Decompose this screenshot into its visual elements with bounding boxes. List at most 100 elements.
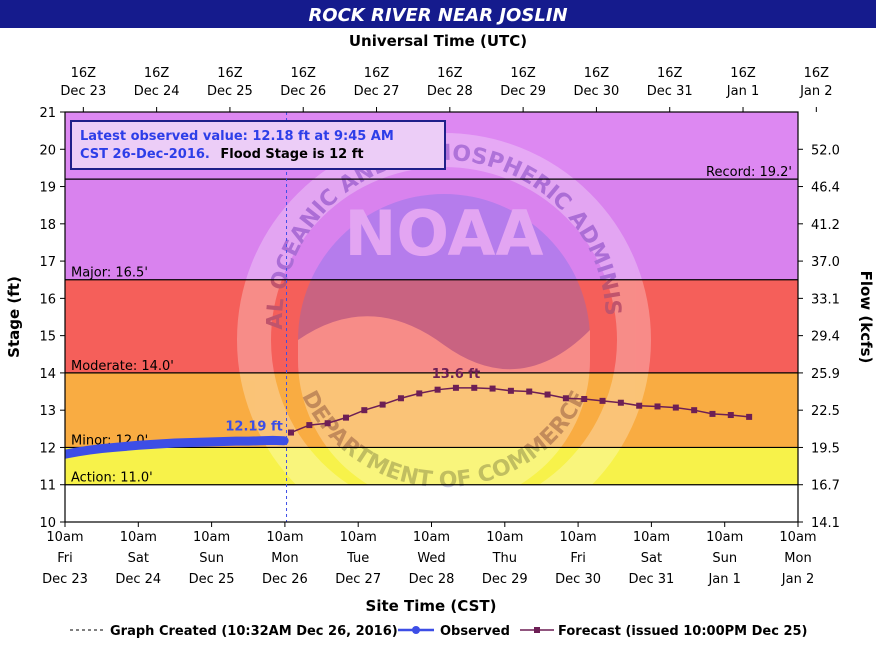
flow-tick-label: 37.0 <box>811 255 840 270</box>
forecast-point <box>288 429 295 436</box>
band-normal <box>65 484 798 522</box>
band-major <box>65 179 798 280</box>
y-tick-label: 20 <box>39 143 56 158</box>
forecast-point <box>746 413 753 420</box>
forecast-point <box>379 401 386 408</box>
bottom-tick-date: Dec 29 <box>482 572 528 587</box>
threshold-label-record: Record: 19.2' <box>706 165 792 180</box>
top-axis-label: Universal Time (UTC) <box>349 32 527 50</box>
top-tick-hour: 16Z <box>730 66 756 81</box>
flow-tick-label: 46.4 <box>811 181 840 196</box>
observed-point <box>134 441 143 450</box>
observed-point <box>207 437 216 446</box>
observed-peak-label: 12.19 ft <box>225 419 283 434</box>
bottom-tick-date: Dec 27 <box>335 572 381 587</box>
threshold-lines: Record: 19.2' Major: 16.5' Moderate: 14.0'… <box>65 165 798 486</box>
forecast-point <box>471 384 478 391</box>
bottom-tick-date: Jan 2 <box>781 572 814 587</box>
forecast-point <box>727 412 734 419</box>
forecast-point <box>636 402 643 409</box>
flow-tick-label: 33.1 <box>811 292 840 307</box>
bottom-tick-time: 10am <box>120 530 157 545</box>
bottom-tick-date: Dec 30 <box>555 572 601 587</box>
forecast-point <box>599 397 606 404</box>
flood-category-bands <box>65 112 798 522</box>
bottom-tick-date: Dec 26 <box>262 572 308 587</box>
latest-value-line1: Latest observed value: 12.18 ft at 9:45 … <box>80 129 394 144</box>
bottom-tick-day: Thu <box>492 551 517 566</box>
forecast-point <box>434 386 441 393</box>
bottom-tick-time: 10am <box>560 530 597 545</box>
y-axis-label: Stage (ft) <box>5 276 23 358</box>
forecast-point <box>306 422 313 429</box>
bottom-tick-date: Dec 23 <box>42 572 88 587</box>
top-tick-date: Dec 28 <box>427 84 473 99</box>
latest-value-line2: CST 26-Dec-2016. Flood Stage is 12 ft <box>80 147 364 162</box>
observed-point <box>97 444 106 453</box>
top-tick-hour: 16Z <box>510 66 536 81</box>
y-tick-label: 10 <box>39 516 56 531</box>
observed-point <box>183 438 192 447</box>
forecast-point <box>342 414 349 421</box>
series-layer <box>65 384 753 459</box>
forecast-point <box>526 388 533 395</box>
bottom-tick-day: Sat <box>641 551 662 566</box>
legend-forecast-label: Forecast (issued 10:00PM Dec 25) <box>558 624 808 639</box>
band-action <box>65 447 798 485</box>
value-annotations: 12.19 ft 13.6 ft <box>225 367 480 435</box>
top-tick-hour: 16Z <box>657 66 683 81</box>
y-tick-label: 18 <box>39 218 56 233</box>
flow-tick-label: 25.9 <box>811 367 840 382</box>
flow-tick-label: 19.5 <box>811 441 840 456</box>
forecast-point <box>361 407 368 414</box>
bottom-tick-time: 10am <box>633 530 670 545</box>
top-tick-hour: 16Z <box>71 66 97 81</box>
bottom-axis-ticks: 10am Fri Dec 23 10am Sat Dec 24 10am Sun Dec 25 1… <box>42 522 817 587</box>
bottom-tick-time: 10am <box>266 530 303 545</box>
top-tick-date: Jan 1 <box>726 84 759 99</box>
observed-point <box>109 443 118 452</box>
forecast-point <box>416 390 423 397</box>
forecast-point <box>324 420 331 427</box>
top-tick-hour: 16Z <box>584 66 610 81</box>
observed-point <box>195 438 204 447</box>
band-moderate <box>65 279 798 373</box>
forecast-point <box>397 395 404 402</box>
forecast-point <box>562 395 569 402</box>
threshold-label-moderate: Moderate: 14.0' <box>71 359 174 374</box>
top-axis-ticks: 16Z Dec 23 16Z Dec 24 16Z Dec 25 16Z Dec 26 16Z D… <box>60 66 833 112</box>
observed-point <box>122 442 131 451</box>
forecast-point <box>452 384 459 391</box>
bottom-tick-date: Dec 31 <box>628 572 674 587</box>
top-tick-date: Dec 30 <box>574 84 620 99</box>
forecast-point <box>581 396 588 402</box>
observed-point <box>158 439 167 448</box>
observed-point <box>170 438 179 447</box>
legend-forecast-marker <box>534 627 540 633</box>
y-tick-label: 14 <box>39 367 56 382</box>
title-bar <box>0 0 876 28</box>
y-tick-label: 12 <box>39 441 56 456</box>
top-tick-hour: 16Z <box>364 66 390 81</box>
observed-point <box>85 446 94 455</box>
bottom-tick-date: Dec 28 <box>409 572 455 587</box>
x-axis-label: Site Time (CST) <box>366 597 497 615</box>
flow-tick-label: 22.5 <box>811 404 840 419</box>
bottom-tick-day: Sun <box>712 551 737 566</box>
flow-tick-label: 16.7 <box>811 479 840 494</box>
y-tick-label: 16 <box>39 292 56 307</box>
forecast-crest-label: 13.6 ft <box>432 367 480 382</box>
y-tick-label: 21 <box>39 106 56 121</box>
legend-observed-label: Observed <box>440 624 510 639</box>
top-tick-date: Dec 24 <box>134 84 180 99</box>
forecast-point <box>544 391 551 398</box>
bottom-tick-time: 10am <box>413 530 450 545</box>
y-axis-ticks: 10 11 12 13 14 15 16 17 18 19 20 21 <box>39 106 65 531</box>
forecast-line <box>290 387 750 434</box>
forecast-point <box>489 385 496 392</box>
top-tick-date: Dec 23 <box>60 84 106 99</box>
flow-tick-label: 29.4 <box>811 330 840 345</box>
flow-tick-label: 41.2 <box>811 218 840 233</box>
y-tick-label: 19 <box>39 181 56 196</box>
